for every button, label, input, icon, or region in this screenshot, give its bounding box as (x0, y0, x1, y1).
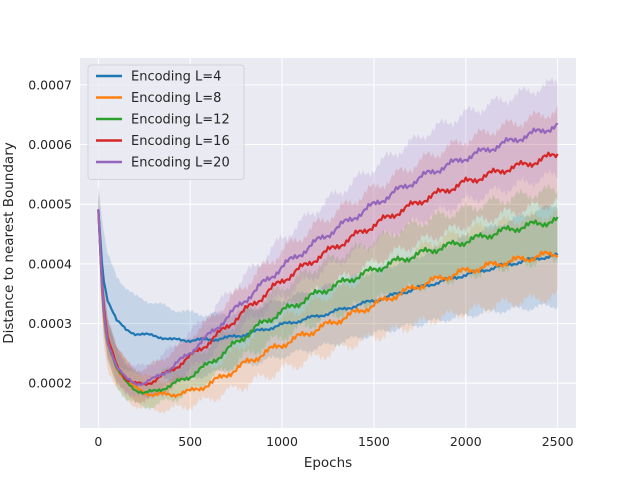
legend-entry: Encoding L=4 (131, 70, 221, 85)
legend-entry: Encoding L=16 (131, 134, 230, 149)
y-tick-label: 0.0007 (28, 77, 72, 92)
y-tick-label: 0.0004 (28, 256, 72, 271)
line-encoding-4 (97, 151, 559, 387)
legend-entry: Encoding L=8 (131, 91, 221, 106)
x-tick-label: 2500 (542, 434, 574, 449)
line-encoding-5 (97, 122, 559, 387)
y-axis-ticks: 0.0002 0.0003 0.0004 0.0005 0.0006 0.0007 (28, 77, 72, 390)
line-encoding-1 (97, 210, 559, 344)
x-tick-label: 0 (94, 434, 102, 449)
line-encoding-3 (97, 209, 559, 395)
y-axis-label: Distance to nearest Boundary (1, 142, 17, 344)
y-tick-label: 0.0005 (28, 197, 72, 212)
gridlines (80, 58, 576, 428)
y-tick-label: 0.0002 (28, 376, 72, 391)
legend-entry: Encoding L=20 (131, 156, 230, 171)
x-tick-label: 2000 (450, 434, 482, 449)
legend-entry: Encoding L=12 (131, 113, 230, 128)
x-axis-ticks: 0 500 1000 1500 2000 2500 (94, 434, 573, 449)
band-encoding-3 (98, 183, 558, 411)
x-tick-label: 1000 (266, 434, 298, 449)
y-tick-label: 0.0006 (28, 137, 72, 152)
x-tick-label: 500 (178, 434, 202, 449)
line-encoding-2 (97, 210, 559, 398)
band-encoding-1 (98, 185, 558, 383)
series-lines (97, 122, 559, 398)
legend-box (87, 64, 245, 180)
band-encoding-5 (98, 77, 558, 401)
legend: Encoding L=4 Encoding L=8 Encoding L=12 Enc… (87, 64, 245, 180)
x-axis-label: Epochs (304, 455, 352, 471)
y-tick-label: 0.0003 (28, 316, 72, 331)
x-tick-label: 1500 (358, 434, 390, 449)
